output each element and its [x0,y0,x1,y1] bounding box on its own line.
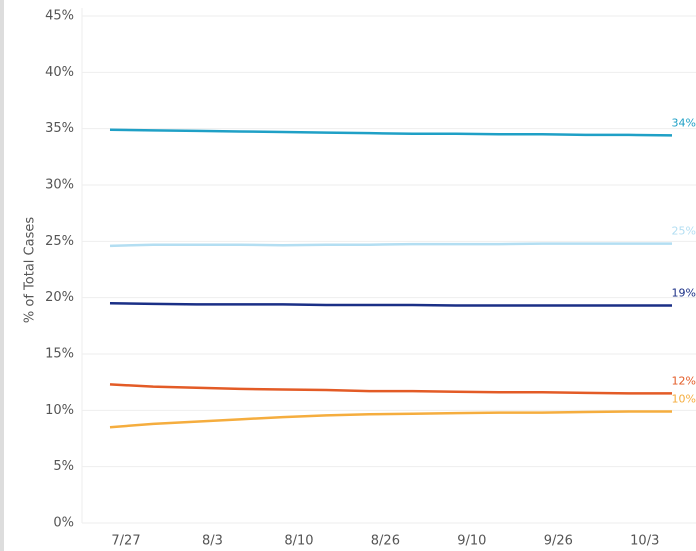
value-label: 25% [672,225,696,238]
value-label: 10% [672,392,696,405]
y-tick-label: 15% [45,347,74,362]
y-tick-label: 5% [53,459,74,474]
x-tick-label: 10/3 [630,534,659,549]
x-tick-label: 9/10 [457,534,486,549]
x-tick-label: 7/27 [111,534,140,549]
x-tick-label: 8/26 [371,534,400,549]
y-tick-label: 40% [45,65,74,80]
y-tick-label: 45% [45,9,74,24]
y-tick-label: 25% [45,234,74,249]
series-line [109,383,672,395]
y-tick-label: 30% [45,178,74,193]
y-axis-title: % of Total Cases [23,217,38,323]
y-tick-label: 20% [45,290,74,305]
value-label: 34% [672,116,696,129]
left-edge [0,0,4,551]
value-label: 19% [672,287,696,300]
y-tick-label: 10% [45,403,74,418]
series-line [109,128,673,137]
x-tick-label: 9/26 [544,534,573,549]
series-line [109,302,672,307]
series-line [109,242,672,248]
x-tick-label: 8/10 [284,534,313,549]
value-label: 12% [672,374,696,387]
y-tick-label: 35% [45,121,74,136]
x-tick-label: 8/3 [202,534,223,549]
y-tick-label: 0% [53,516,74,531]
series-line [109,410,672,429]
